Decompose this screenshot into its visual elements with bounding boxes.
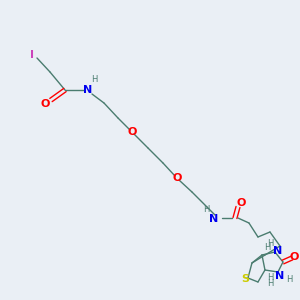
Text: S: S (241, 274, 249, 284)
Text: H: H (267, 238, 273, 247)
Text: O: O (236, 198, 246, 208)
Text: H: H (267, 272, 273, 281)
Text: H: H (286, 275, 292, 284)
Text: N: N (83, 85, 93, 95)
Text: N: N (273, 246, 283, 256)
Text: O: O (40, 99, 50, 109)
Text: O: O (289, 252, 299, 262)
Text: N: N (209, 214, 219, 224)
Text: H: H (91, 76, 97, 85)
Text: H: H (267, 278, 273, 287)
Text: I: I (30, 50, 34, 60)
Text: H: H (203, 206, 209, 214)
Text: H: H (264, 244, 270, 253)
Text: O: O (172, 173, 182, 183)
Text: N: N (275, 271, 285, 281)
Text: O: O (127, 127, 137, 137)
